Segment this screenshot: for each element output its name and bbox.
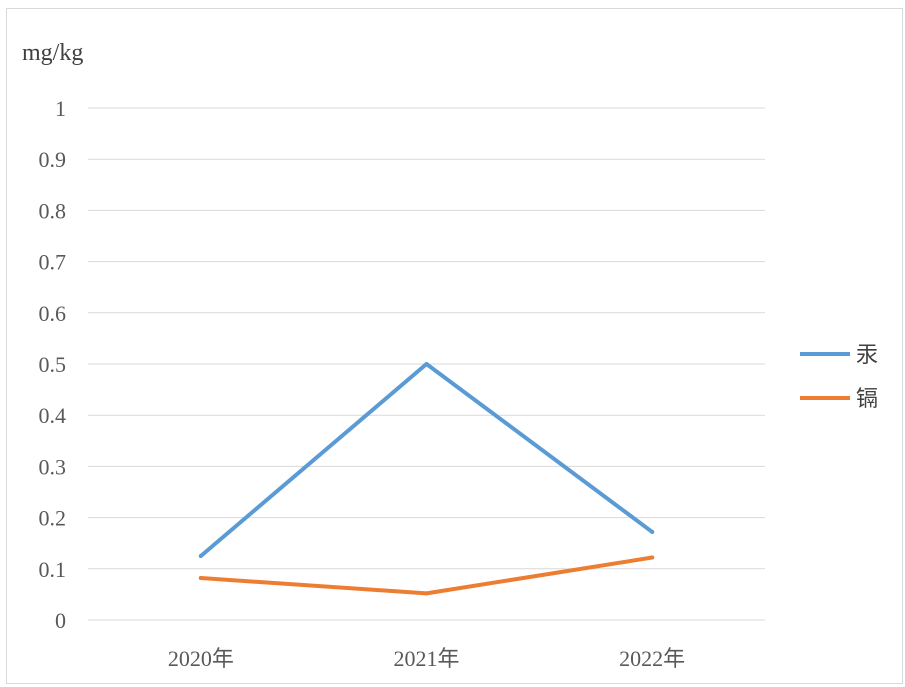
y-tick-label: 0.2 <box>39 506 67 531</box>
series-lines <box>198 362 655 596</box>
x-tick-labels: 2020年 2021年 2022年 <box>168 646 685 671</box>
chart-frame <box>6 8 903 684</box>
legend: 汞镉 <box>800 343 878 412</box>
series-line-1 <box>198 555 655 596</box>
y-tick-label: 1 <box>55 96 66 121</box>
series-line-0 <box>198 362 655 558</box>
data-point <box>650 555 655 560</box>
x-tick-label: 2020年 <box>168 646 234 671</box>
y-tick-label: 0.3 <box>39 454 67 479</box>
data-point <box>424 591 429 596</box>
legend-label: 汞 <box>856 343 878 368</box>
data-point <box>424 362 429 366</box>
y-tick-label: 0.8 <box>39 198 67 223</box>
gridlines <box>88 107 765 621</box>
y-tick-label: 0.5 <box>39 352 67 377</box>
unit-label: mg/kg <box>22 40 83 66</box>
data-point <box>650 529 655 534</box>
y-tick-label: 0.6 <box>39 301 67 326</box>
y-tick-labels: 0 0.1 0.2 0.3 0.4 0.5 0.6 0.7 0.8 0.9 1 <box>39 96 67 633</box>
y-tick-label: 0.9 <box>39 147 67 172</box>
y-tick-label: 0.7 <box>39 250 67 275</box>
y-tick-label: 0 <box>55 608 66 633</box>
y-tick-label: 0.4 <box>39 403 67 428</box>
legend-label: 镉 <box>856 387 878 412</box>
data-point <box>198 554 203 558</box>
y-tick-label: 0.1 <box>39 557 67 582</box>
x-tick-label: 2022年 <box>619 646 685 671</box>
x-tick-label: 2021年 <box>393 646 459 671</box>
data-point <box>198 576 203 581</box>
